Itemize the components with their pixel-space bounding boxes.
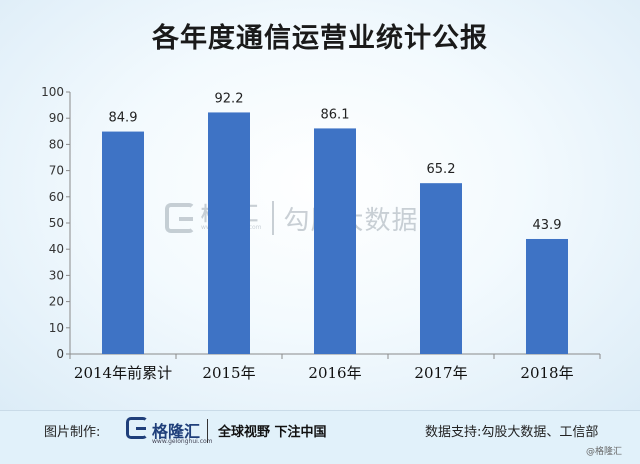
y-tick-label: 60	[49, 190, 64, 204]
bar	[102, 131, 144, 354]
y-tick-label: 40	[49, 242, 64, 256]
bars	[102, 112, 568, 354]
y-tick-label: 90	[49, 111, 64, 125]
bar-chart: 0 10 20 30 40 50 60 70 80 90 100 2014年前累计 2015年 2016…	[41, 85, 601, 382]
y-axis: 0 10 20 30 40 50 60 70 80 90 100	[41, 85, 71, 361]
data-label: 92.2	[215, 91, 244, 106]
y-tick-label: 20	[49, 295, 64, 309]
data-source: 数据支持:勾股大数据、工信部	[425, 425, 599, 440]
footer-site: www.gelonghui.com	[152, 438, 213, 445]
footer-slogan: 全球视野 下注中国	[218, 425, 327, 440]
chart-title: 各年度通信运营业统计公报	[152, 23, 488, 54]
y-tick-label: 100	[41, 85, 64, 99]
x-tick-label: 2017年	[414, 364, 467, 382]
data-label: 86.1	[321, 107, 350, 122]
y-tick-label: 30	[49, 268, 64, 282]
y-tick-label: 10	[49, 321, 64, 335]
data-label: 43.9	[533, 218, 562, 233]
x-tick-label: 2016年	[308, 364, 361, 382]
y-tick-label: 80	[49, 137, 64, 151]
gelonghui-logo-icon	[126, 417, 148, 439]
data-label: 84.9	[109, 111, 138, 126]
bar	[208, 112, 250, 354]
gelonghui-logo-icon	[165, 203, 195, 233]
footer-brand: 格隆汇	[152, 422, 201, 441]
y-tick-label: 70	[49, 164, 64, 178]
data-label: 65.2	[427, 162, 456, 177]
made-by-label: 图片制作:	[44, 425, 101, 440]
x-tick-label: 2018年	[520, 364, 573, 382]
footer-divider	[207, 419, 208, 443]
y-tick-label: 0	[56, 347, 64, 361]
x-axis: 2014年前累计 2015年 2016年 2017年 2018年	[69, 353, 601, 382]
corner-watermark: @格隆汇	[586, 447, 623, 457]
bar	[526, 238, 568, 354]
data-labels: 84.9 92.2 86.1 65.2 43.9	[109, 91, 562, 233]
x-tick-label: 2015年	[202, 364, 255, 382]
footer: 图片制作: 格隆汇 www.gelonghui.com 全球视野 下注中国 数据…	[0, 410, 640, 464]
y-tick-label: 50	[49, 216, 64, 230]
x-tick-label: 2014年前累计	[74, 364, 172, 382]
bar	[420, 183, 462, 354]
watermark-divider	[271, 201, 274, 235]
bar	[314, 128, 356, 354]
